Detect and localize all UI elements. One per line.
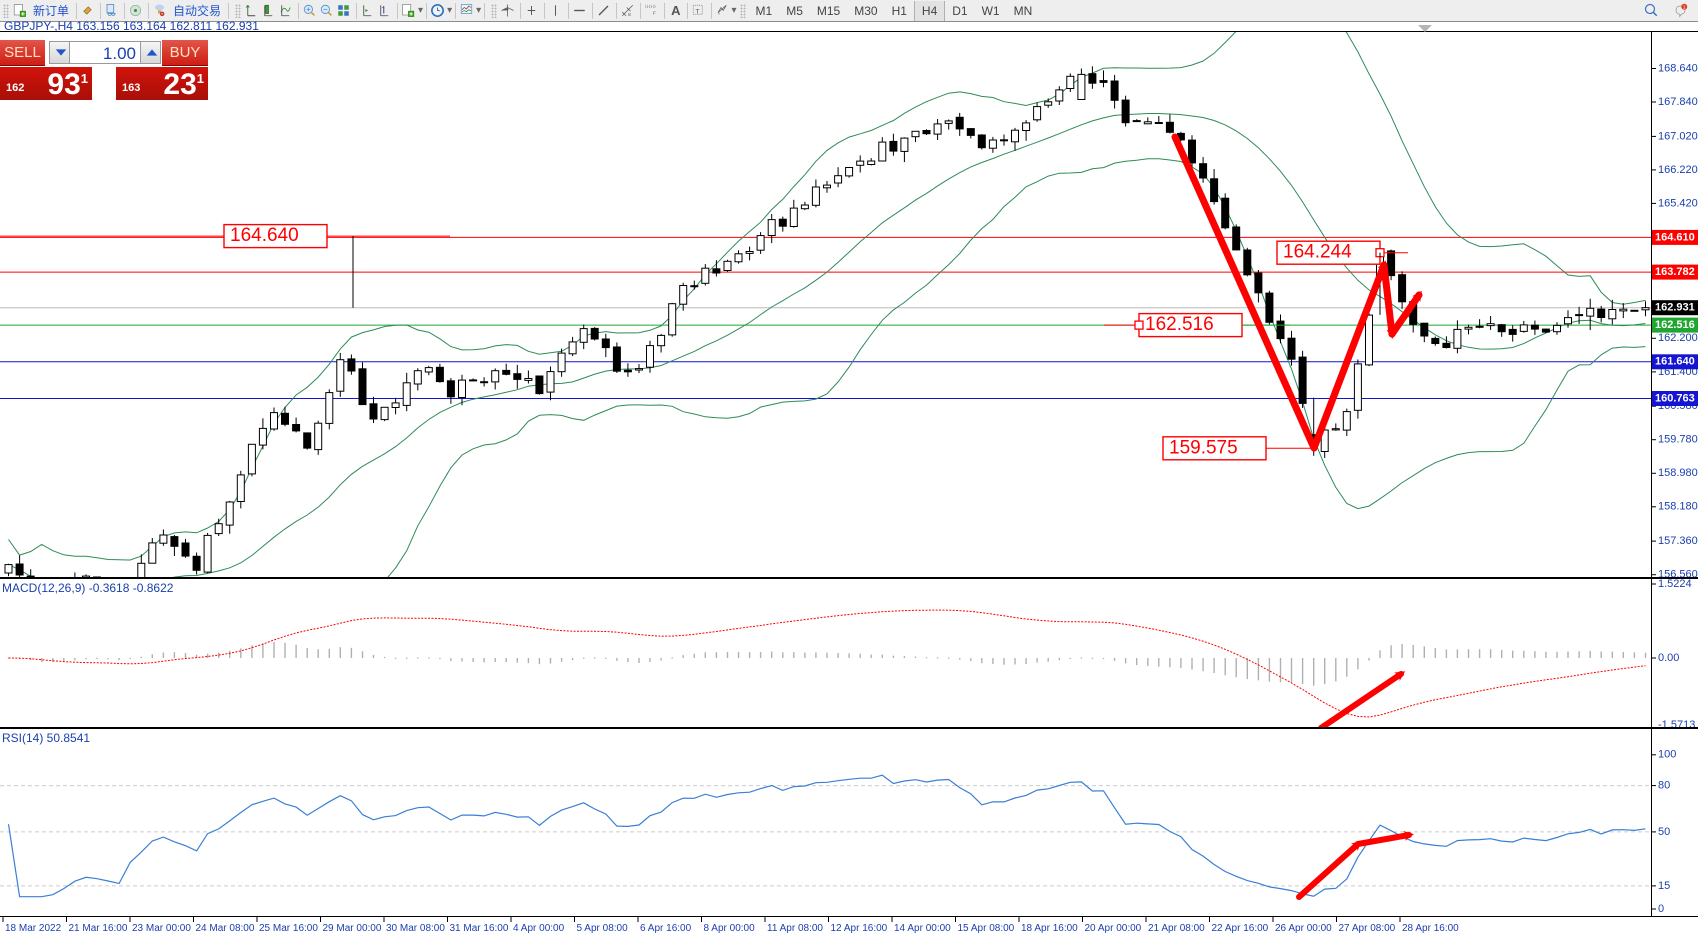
svg-text:21 Apr 08:00: 21 Apr 08:00	[1148, 923, 1205, 934]
svg-text:F: F	[653, 10, 656, 15]
svg-text:18 Apr 16:00: 18 Apr 16:00	[1021, 923, 1078, 934]
svg-text:26 Apr 00:00: 26 Apr 00:00	[1275, 923, 1332, 934]
svg-text:28 Apr 16:00: 28 Apr 16:00	[1402, 923, 1459, 934]
svg-text:21 Mar 16:00: 21 Mar 16:00	[69, 923, 128, 934]
svg-text:11 Apr 08:00: 11 Apr 08:00	[767, 923, 823, 934]
svg-text:29 Mar 00:00: 29 Mar 00:00	[323, 923, 382, 934]
svg-text:12 Apr 16:00: 12 Apr 16:00	[831, 923, 888, 934]
svg-text:25 Mar 16:00: 25 Mar 16:00	[259, 923, 318, 934]
svg-text:24 Mar 08:00: 24 Mar 08:00	[196, 923, 255, 934]
svg-text:T: T	[695, 9, 699, 16]
svg-text:8 Apr 00:00: 8 Apr 00:00	[704, 923, 756, 934]
svg-text:E: E	[628, 12, 631, 17]
svg-text:162.516: 162.516	[1145, 314, 1214, 335]
svg-text:6 Apr 16:00: 6 Apr 16:00	[640, 923, 692, 934]
svg-text:30 Mar 08:00: 30 Mar 08:00	[386, 923, 445, 934]
svg-text:164.640: 164.640	[230, 225, 299, 246]
svg-text:23 Mar 00:00: 23 Mar 00:00	[132, 923, 191, 934]
svg-text:14 Apr 00:00: 14 Apr 00:00	[894, 923, 951, 934]
svg-text:31 Mar 16:00: 31 Mar 16:00	[450, 923, 509, 934]
svg-text:159.575: 159.575	[1169, 437, 1238, 458]
svg-text:27 Apr 08:00: 27 Apr 08:00	[1339, 923, 1396, 934]
svg-text:4 Apr 00:00: 4 Apr 00:00	[513, 923, 565, 934]
svg-text:20 Apr 00:00: 20 Apr 00:00	[1085, 923, 1142, 934]
svg-text:22 Apr 16:00: 22 Apr 16:00	[1212, 923, 1269, 934]
svg-text:164.244: 164.244	[1283, 242, 1352, 263]
svg-text:18 Mar 2022: 18 Mar 2022	[5, 923, 62, 934]
svg-text:15 Apr 08:00: 15 Apr 08:00	[958, 923, 1015, 934]
svg-text:5 Apr 08:00: 5 Apr 08:00	[577, 923, 629, 934]
